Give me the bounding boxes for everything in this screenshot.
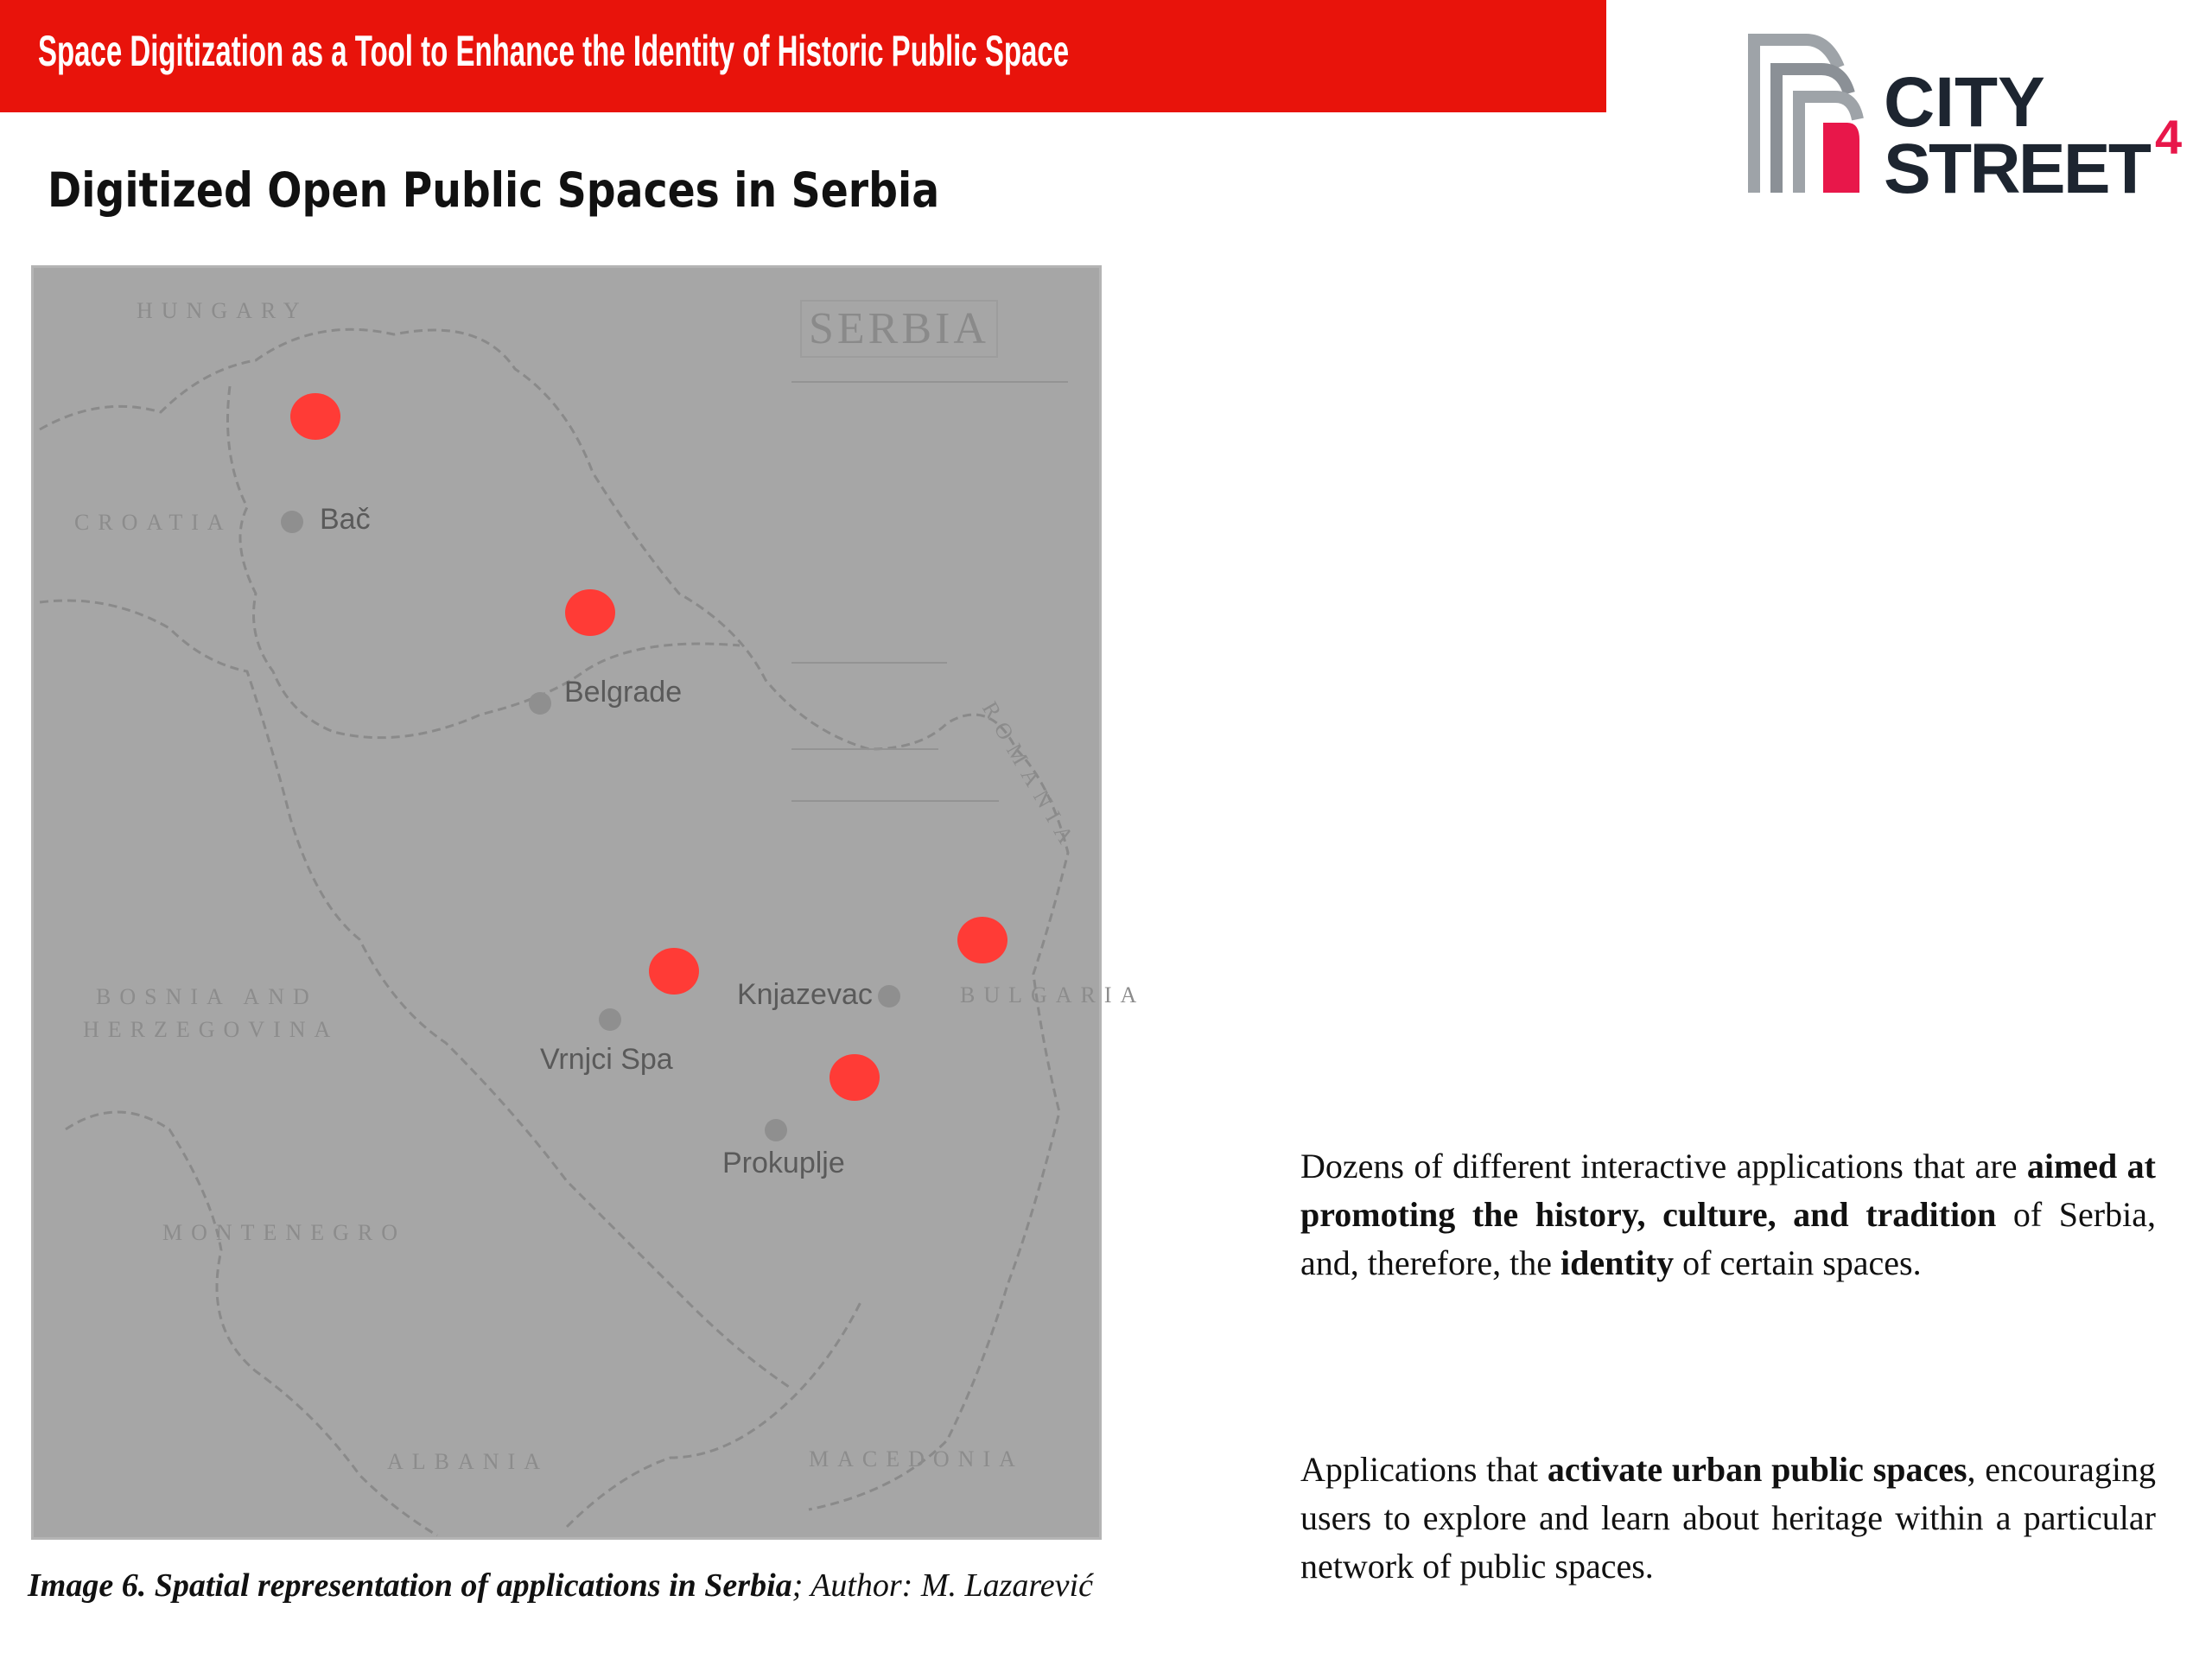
application-marker [649,948,699,995]
city-label-belgrade: Belgrade [564,676,683,709]
country-label-montenegro: MONTENEGRO [162,1220,406,1245]
header-banner: Space Digitization as a Tool to Enhance … [0,0,1606,112]
country-label-bulgaria: BULGARIA [960,982,1146,1007]
city-label-knjazevac: Knjazevac [737,978,873,1011]
paragraph-1: Dozens of different interactive applicat… [1300,1142,2156,1287]
presentation-title: Space Digitization as a Tool to Enhance … [38,27,1070,75]
city-dot-prokuplje [765,1119,787,1141]
image-caption: Image 6. Spatial representation of appli… [28,1567,1093,1605]
emphasis: identity [1560,1243,1675,1282]
country-label-albania: ALBANIA [387,1449,549,1474]
city-street-logo: CITY STREET 4 [1745,33,2195,208]
country-label-herzegovina: HERZEGOVINA [83,1017,340,1042]
text: Dozens of different interactive applicat… [1300,1147,2027,1185]
caption-title: Image 6. Spatial representation of appli… [28,1567,792,1604]
application-marker [957,917,1007,963]
text: of Serbia, and, therefore, the [1300,1195,2156,1282]
logo-superscript: 4 [2155,110,2182,164]
city-dot-knjazevac [878,985,900,1007]
slide-heading: Digitized Open Public Spaces in Serbia [48,162,940,218]
city-dot-belgrade [529,692,551,715]
city-dot-vrnjci-spa [599,1008,621,1031]
emphasis: activate urban public spaces [1547,1450,1967,1489]
map-borders [39,327,1070,1537]
text: , encouraging users to explore and learn… [1300,1450,2156,1586]
logo-text-city: CITY [1884,63,2045,142]
application-marker [565,589,615,636]
country-label-macedonia: MACEDONIA [809,1446,1024,1471]
emphasis: aimed at promoting the history, culture,… [1300,1147,2156,1234]
text: Applications that [1300,1450,1548,1489]
text: of certain spaces. [1674,1243,1922,1282]
country-label-bosnia: BOSNIA AND [96,984,318,1009]
logo-building-icon: CITY STREET 4 [1748,34,2182,208]
country-label-hungary: HUNGARY [137,298,308,323]
application-marker [290,393,340,440]
city-label-bac: Bač [320,503,371,536]
country-label-croatia: CROATIA [74,510,232,535]
city-dot-bac [281,511,303,533]
city-label-vrnjci-spa: Vrnjci Spa [540,1043,673,1076]
paragraph-2: Applications that activate urban public … [1300,1446,2156,1591]
caption-author: ; Author: M. Lazarević [791,1567,1093,1604]
map-title: SERBIA [800,300,998,358]
serbia-map: SERBIA HUNGARY CROATIA ROMANIA BULGARIA … [31,265,1136,1540]
city-label-prokuplje: Prokuplje [722,1147,845,1179]
logo-text-street: STREET [1884,130,2152,201]
application-marker [830,1054,880,1101]
